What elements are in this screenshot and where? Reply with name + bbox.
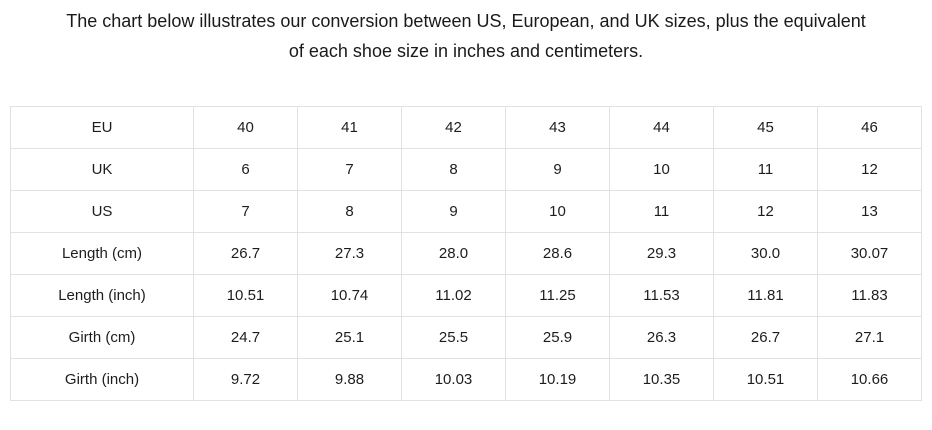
table-cell: 11.53 [609, 274, 714, 317]
table-cell: 7 [193, 190, 298, 233]
row-header: US [10, 190, 194, 233]
table-row: EU 40 41 42 43 44 45 46 [10, 106, 922, 149]
row-header: Girth (inch) [10, 358, 194, 401]
table-cell: 40 [193, 106, 298, 149]
table-row: Girth (cm) 24.7 25.1 25.5 25.9 26.3 26.7 27.1 [10, 316, 922, 359]
table-cell: 10.51 [713, 358, 818, 401]
table-cell: 13 [817, 190, 922, 233]
table-cell: 26.7 [193, 232, 298, 275]
table-cell: 8 [297, 190, 402, 233]
table-cell: 26.7 [713, 316, 818, 359]
row-header: Girth (cm) [10, 316, 194, 359]
table-cell: 30.0 [713, 232, 818, 275]
table-row: Girth (inch) 9.72 9.88 10.03 10.19 10.35 10.51… [10, 358, 922, 401]
table-cell: 25.1 [297, 316, 402, 359]
table-cell: 8 [401, 148, 506, 191]
table-cell: 11.83 [817, 274, 922, 317]
table-cell: 7 [297, 148, 402, 191]
chart-description-line-1: The chart below illustrates our conversi… [66, 11, 866, 31]
table-cell: 6 [193, 148, 298, 191]
table-cell: 46 [817, 106, 922, 149]
table-cell: 30.07 [817, 232, 922, 275]
table-cell: 26.3 [609, 316, 714, 359]
table-cell: 28.6 [505, 232, 610, 275]
table-cell: 10.19 [505, 358, 610, 401]
table-cell: 42 [401, 106, 506, 149]
table-cell: 27.1 [817, 316, 922, 359]
table-cell: 41 [297, 106, 402, 149]
row-header: Length (inch) [10, 274, 194, 317]
table-cell: 10.35 [609, 358, 714, 401]
table-cell: 9.72 [193, 358, 298, 401]
table-cell: 11 [713, 148, 818, 191]
table-row: Length (cm) 26.7 27.3 28.0 28.6 29.3 30.0 30.07 [10, 232, 922, 275]
table-cell: 11.25 [505, 274, 610, 317]
table-cell: 44 [609, 106, 714, 149]
size-chart-page: The chart below illustrates our conversi… [0, 6, 932, 401]
table-cell: 10.66 [817, 358, 922, 401]
row-header: EU [10, 106, 194, 149]
size-conversion-table: EU 40 41 42 43 44 45 46 UK 6 7 8 9 10 11 12 US 7 8 9 10 11 12 1… [10, 106, 922, 401]
table-cell: 10.74 [297, 274, 402, 317]
table-cell: 11.02 [401, 274, 506, 317]
chart-description-line-2: of each shoe size in inches and centimet… [288, 41, 644, 61]
table-cell: 12 [817, 148, 922, 191]
table-cell: 10.03 [401, 358, 506, 401]
table-cell: 9 [401, 190, 506, 233]
table-cell: 27.3 [297, 232, 402, 275]
table-cell: 29.3 [609, 232, 714, 275]
table-row: UK 6 7 8 9 10 11 12 [10, 148, 922, 191]
chart-description: The chart below illustrates our conversi… [0, 6, 932, 66]
table-cell: 9 [505, 148, 610, 191]
table-cell: 10 [609, 148, 714, 191]
row-header: Length (cm) [10, 232, 194, 275]
size-table-body: EU 40 41 42 43 44 45 46 UK 6 7 8 9 10 11 12 US 7 8 9 10 11 12 1… [10, 106, 922, 401]
table-row: Length (inch) 10.51 10.74 11.02 11.25 11.53 11… [10, 274, 922, 317]
table-cell: 45 [713, 106, 818, 149]
table-cell: 43 [505, 106, 610, 149]
table-cell: 11 [609, 190, 714, 233]
table-cell: 9.88 [297, 358, 402, 401]
table-cell: 25.9 [505, 316, 610, 359]
table-cell: 24.7 [193, 316, 298, 359]
table-row: US 7 8 9 10 11 12 13 [10, 190, 922, 233]
table-cell: 11.81 [713, 274, 818, 317]
table-cell: 25.5 [401, 316, 506, 359]
table-cell: 12 [713, 190, 818, 233]
row-header: UK [10, 148, 194, 191]
table-cell: 10 [505, 190, 610, 233]
table-cell: 10.51 [193, 274, 298, 317]
table-cell: 28.0 [401, 232, 506, 275]
